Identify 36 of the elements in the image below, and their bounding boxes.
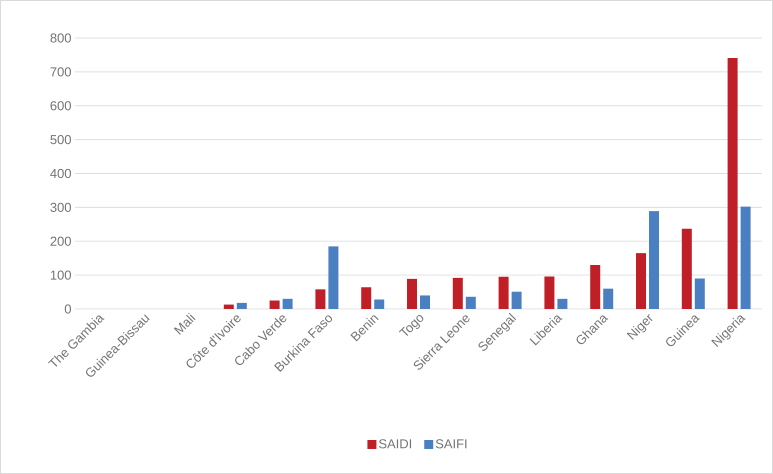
y-tick-label: 200: [50, 236, 71, 246]
y-tick-label: 100: [50, 270, 71, 280]
legend-label: SAIDI: [379, 439, 412, 448]
bar: [361, 287, 372, 309]
bar: [236, 302, 247, 309]
bar: [728, 58, 738, 309]
bar: [466, 296, 476, 309]
bar: [420, 295, 430, 309]
bar: [557, 298, 568, 309]
bar: [603, 288, 614, 309]
bar: [682, 228, 692, 309]
y-tick-label: 500: [50, 135, 71, 144]
bar: [224, 304, 234, 309]
bar: [498, 276, 509, 309]
bar: [374, 300, 384, 309]
bar: [544, 276, 554, 309]
y-tick-label: 400: [50, 168, 71, 178]
y-tick-label: 700: [50, 67, 71, 76]
bar: [694, 278, 705, 309]
bar: [282, 298, 293, 309]
bar: [636, 253, 646, 309]
y-tick-label: 600: [50, 101, 71, 110]
bar: [407, 278, 418, 309]
legend-label: SAIFI: [436, 439, 466, 448]
bar: [590, 264, 600, 309]
x-tick-label: Togo: [398, 314, 424, 336]
bar: [649, 211, 660, 309]
bar: [328, 246, 338, 309]
y-tick-label: 0: [64, 304, 71, 314]
bar: [512, 292, 522, 309]
bar: [315, 289, 326, 309]
y-tick-label: 300: [50, 202, 71, 212]
bar: [270, 300, 280, 309]
bar: [452, 278, 463, 309]
bar: [740, 206, 751, 309]
y-tick-label: 800: [50, 33, 71, 43]
